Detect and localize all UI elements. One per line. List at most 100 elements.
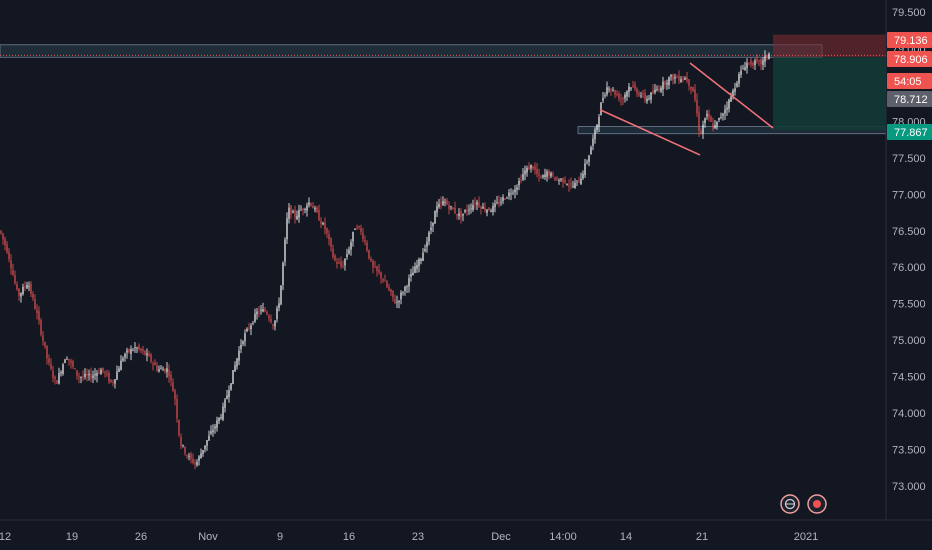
candle bbox=[320, 216, 322, 229]
candle bbox=[334, 253, 336, 262]
candle bbox=[720, 112, 722, 120]
candle bbox=[488, 207, 490, 212]
candle bbox=[82, 370, 84, 382]
candle bbox=[14, 270, 16, 285]
candle bbox=[250, 323, 252, 336]
candle bbox=[448, 201, 450, 215]
candle bbox=[394, 294, 396, 305]
compare-button[interactable] bbox=[780, 494, 800, 514]
candle bbox=[686, 72, 688, 84]
candle bbox=[634, 81, 636, 92]
candle bbox=[90, 367, 92, 383]
candle bbox=[216, 416, 218, 432]
candle bbox=[364, 235, 366, 246]
candle bbox=[428, 230, 430, 246]
time-axis[interactable]: 12 19 26 Nov 9 16 23 Dec 14:00 14 21 2021 bbox=[0, 531, 818, 543]
candle bbox=[180, 433, 182, 449]
candle bbox=[186, 454, 188, 459]
candle bbox=[346, 248, 348, 260]
candle bbox=[252, 320, 254, 326]
candle bbox=[88, 369, 90, 381]
candle bbox=[422, 248, 424, 262]
candle bbox=[424, 244, 426, 253]
svg-text:79.136: 79.136 bbox=[894, 35, 928, 47]
candle bbox=[112, 379, 114, 387]
trendline-1[interactable] bbox=[599, 108, 701, 156]
candle bbox=[578, 176, 580, 183]
price-badge: 77.867 bbox=[887, 124, 932, 140]
candle bbox=[438, 199, 440, 209]
candle bbox=[30, 281, 32, 298]
candle bbox=[236, 357, 238, 370]
time-tick-label: 14:00 bbox=[549, 531, 577, 543]
candle bbox=[56, 379, 58, 384]
candle bbox=[266, 310, 268, 316]
candle bbox=[574, 178, 576, 189]
candle bbox=[218, 417, 220, 425]
candle bbox=[584, 158, 586, 178]
candle bbox=[756, 54, 758, 64]
candle bbox=[492, 202, 494, 216]
candle bbox=[200, 448, 202, 459]
candles-layer bbox=[0, 50, 770, 470]
candle bbox=[510, 188, 512, 201]
candle bbox=[130, 345, 132, 361]
candle bbox=[470, 203, 472, 214]
candle bbox=[278, 297, 280, 312]
candle bbox=[358, 225, 360, 230]
candle bbox=[214, 423, 216, 434]
candle bbox=[740, 65, 742, 78]
svg-text:77.867: 77.867 bbox=[894, 127, 928, 139]
record-button[interactable] bbox=[807, 494, 827, 514]
candle bbox=[758, 59, 760, 67]
time-tick-label: Nov bbox=[198, 531, 218, 543]
candle bbox=[426, 236, 428, 253]
candle bbox=[372, 259, 374, 274]
candle bbox=[602, 91, 604, 103]
candle bbox=[108, 370, 110, 385]
candle bbox=[620, 93, 622, 106]
candle bbox=[38, 306, 40, 325]
candle bbox=[702, 120, 704, 139]
candle bbox=[356, 224, 358, 230]
candle bbox=[52, 365, 54, 383]
candle bbox=[696, 93, 698, 117]
candle bbox=[608, 86, 610, 93]
price-tick-label: 76.500 bbox=[892, 226, 926, 238]
candle bbox=[388, 283, 390, 292]
candle bbox=[752, 61, 754, 69]
candle bbox=[384, 274, 386, 282]
zones-layer bbox=[0, 34, 887, 135]
candle bbox=[54, 375, 56, 385]
candle bbox=[744, 61, 746, 71]
candle bbox=[402, 291, 404, 296]
candle bbox=[662, 76, 664, 96]
candle bbox=[452, 207, 454, 210]
candle bbox=[666, 79, 668, 90]
candle bbox=[436, 201, 438, 218]
candle bbox=[280, 285, 282, 306]
candle bbox=[284, 237, 286, 267]
candle bbox=[330, 237, 332, 252]
candle bbox=[598, 114, 600, 133]
candle bbox=[374, 260, 376, 268]
candle bbox=[310, 202, 312, 207]
candle bbox=[360, 224, 362, 236]
candle bbox=[582, 170, 584, 181]
candle bbox=[606, 81, 608, 97]
trendline-2[interactable] bbox=[689, 62, 774, 129]
candle bbox=[682, 75, 684, 83]
candle bbox=[712, 117, 714, 132]
candle bbox=[518, 177, 520, 191]
candle bbox=[580, 172, 582, 185]
candle bbox=[398, 300, 400, 309]
candle bbox=[768, 52, 770, 60]
candle bbox=[556, 176, 558, 181]
candle bbox=[324, 217, 326, 235]
candle bbox=[194, 459, 196, 470]
candle bbox=[156, 362, 158, 373]
candle bbox=[706, 110, 708, 120]
candle bbox=[656, 85, 658, 92]
candle bbox=[72, 359, 74, 370]
